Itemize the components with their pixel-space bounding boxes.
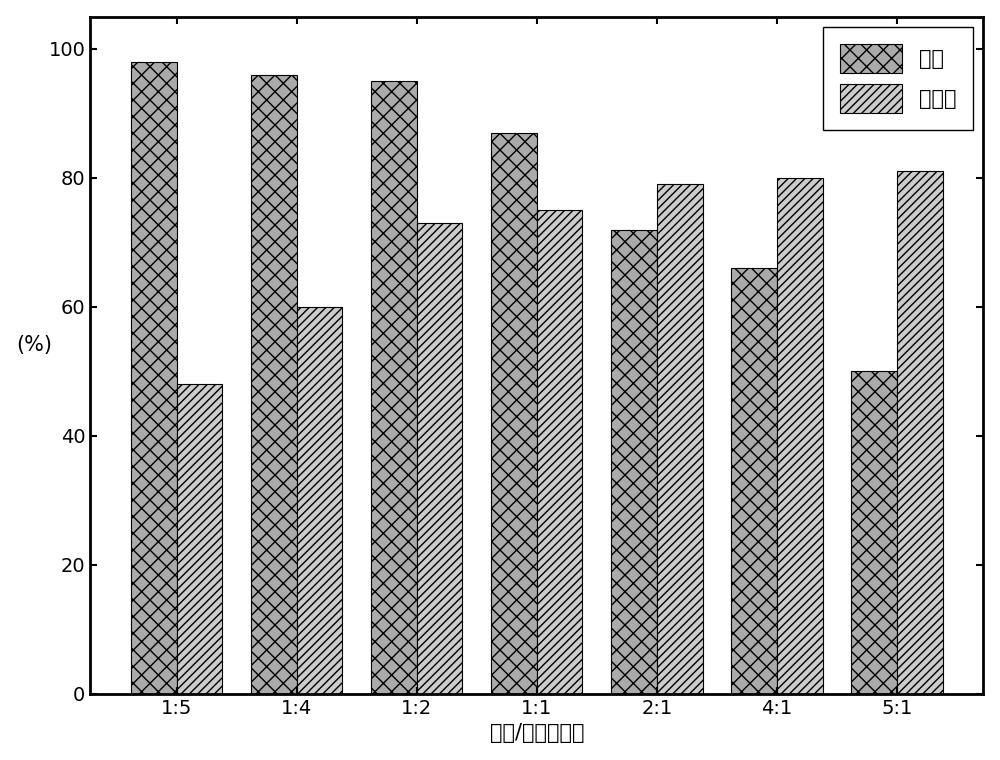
Bar [657, 185, 703, 694]
Bar [537, 211, 582, 694]
Bar [417, 223, 462, 694]
Bar [491, 133, 537, 694]
Y-axis label: (%): (%) [17, 335, 53, 355]
Bar [731, 268, 777, 694]
Bar [777, 178, 823, 694]
Bar [897, 172, 943, 694]
Legend: 纯度, 萍取率: 纯度, 萍取率 [823, 27, 973, 130]
Bar [611, 230, 657, 694]
Bar [371, 81, 417, 694]
Bar [131, 62, 177, 694]
Bar [851, 372, 897, 694]
Bar [177, 385, 222, 694]
Bar [297, 307, 342, 694]
Bar [251, 74, 297, 694]
X-axis label: 乙醚/水的体积比: 乙醚/水的体积比 [490, 724, 584, 743]
